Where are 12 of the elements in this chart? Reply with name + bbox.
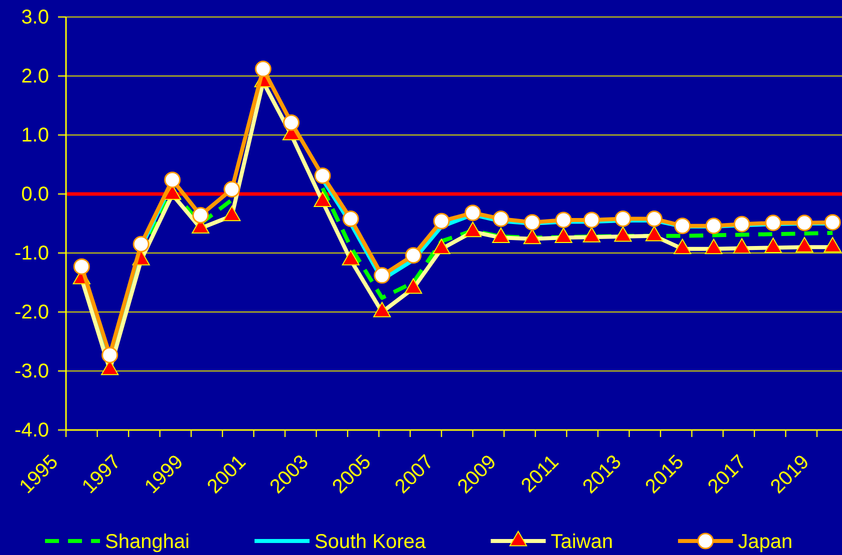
y-tick-label: 1.0 bbox=[21, 124, 49, 146]
y-tick-label: -2.0 bbox=[14, 301, 49, 324]
y-tick-label: 2.0 bbox=[21, 65, 49, 88]
y-tick-label: 3.0 bbox=[21, 6, 49, 28]
legend-label: South Korea bbox=[314, 531, 427, 553]
y-tick-label: -1.0 bbox=[14, 242, 49, 264]
legend-label: Shanghai bbox=[105, 531, 190, 553]
y-tick-label: 0.0 bbox=[21, 183, 49, 206]
y-tick-label: -3.0 bbox=[14, 360, 49, 382]
y-tick-label: -4.0 bbox=[14, 419, 49, 442]
legend-label: Taiwan bbox=[550, 531, 613, 553]
legend-label: Japan bbox=[738, 531, 792, 553]
